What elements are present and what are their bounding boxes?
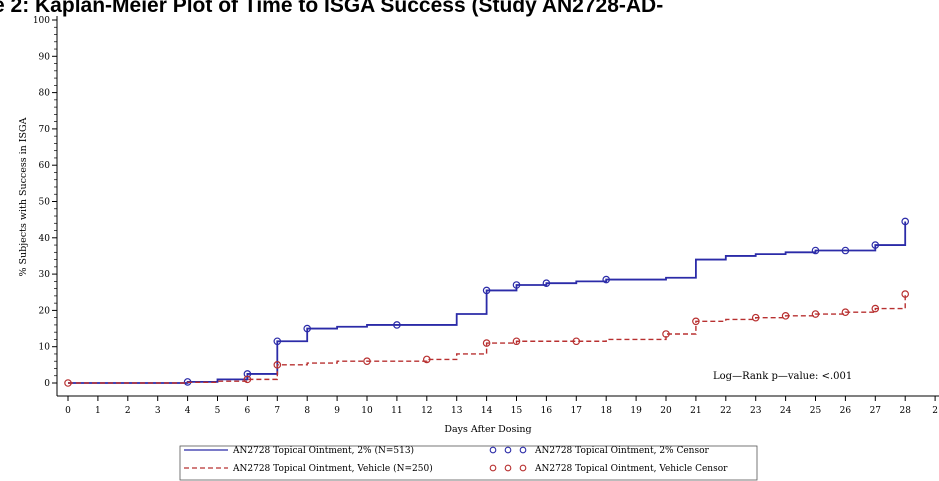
- legend-censor-label: AN2728 Topical Ointment, Vehicle Censor: [534, 464, 728, 474]
- censor-marker: [422, 355, 431, 364]
- y-tick-label: 40: [39, 234, 51, 244]
- x-tick-label: 28: [899, 406, 911, 416]
- y-tick-label: 20: [39, 306, 51, 316]
- censor-marker: [871, 241, 880, 249]
- x-tick-label: 27: [870, 406, 882, 416]
- censor-marker: [901, 217, 910, 226]
- x-tick-label: 17: [571, 406, 583, 416]
- x-tick-label: 6: [245, 406, 251, 416]
- log-rank-annotation: Log—Rank p—value: <.001: [713, 371, 852, 382]
- censor-marker: [363, 357, 371, 366]
- y-axis-label: % Subjects with Success in ISGA: [18, 117, 29, 276]
- censor-marker: [482, 339, 491, 347]
- x-tick-label: 12: [421, 406, 432, 416]
- x-tick-label: 18: [600, 406, 612, 416]
- chart-title: ure 2: Kaplan-Meier Plot of Time to ISGA…: [0, 0, 664, 17]
- censor-marker: [841, 246, 850, 255]
- y-tick-label: 30: [39, 270, 51, 280]
- x-tick-label: 4: [185, 406, 191, 416]
- x-axis-label: Days After Dosing: [444, 424, 531, 435]
- censor-marker: [811, 246, 820, 255]
- legend-censor-label: AN2728 Topical Ointment, 2% Censor: [534, 446, 709, 456]
- censor-marker: [512, 337, 521, 346]
- legend-censor-marker: [519, 464, 527, 472]
- x-tick-label: 25: [810, 406, 822, 416]
- censor-marker: [662, 330, 670, 338]
- censor-marker: [243, 375, 252, 384]
- y-tick-label: 50: [39, 198, 51, 208]
- x-tick-label: 10: [361, 406, 373, 416]
- legend-censor-marker: [489, 464, 497, 472]
- x-tick-label: 19: [630, 406, 642, 416]
- x-tick-label: 3: [155, 406, 161, 416]
- x-tick-label: 5: [215, 406, 221, 416]
- legend-censor-marker: [489, 446, 497, 454]
- x-tick-label: 11: [391, 406, 402, 416]
- y-tick-label: 60: [39, 161, 51, 171]
- legend-censor-marker: [519, 446, 527, 454]
- x-tick-label: 16: [541, 406, 553, 416]
- legend-censor-marker: [504, 464, 512, 472]
- legend: AN2728 Topical Ointment, 2% (N=513) AN272…: [179, 445, 758, 481]
- x-tick-label: 0: [65, 406, 71, 416]
- y-tick-label: 10: [39, 343, 51, 353]
- x-tick-label: 26: [840, 406, 852, 416]
- censor-marker: [841, 308, 850, 317]
- y-tick-label: 90: [39, 52, 51, 62]
- censor-marker: [542, 279, 551, 287]
- x-tick-label: 21: [690, 406, 701, 416]
- censor-marker: [602, 275, 611, 284]
- censor-marker: [273, 361, 282, 369]
- series-layer: [64, 217, 910, 387]
- censor-marker: [482, 286, 491, 295]
- censor-marker: [273, 337, 282, 346]
- x-tick-label: 23: [750, 406, 762, 416]
- x-tick-label: 2: [125, 406, 131, 416]
- legend-frame: [179, 445, 758, 481]
- censor-marker: [512, 281, 521, 289]
- censor-marker: [781, 312, 790, 320]
- censor-marker: [572, 337, 581, 346]
- censor-marker: [64, 379, 72, 387]
- censor-marker: [692, 317, 700, 326]
- censor-marker: [393, 321, 401, 329]
- censor-marker: [243, 370, 252, 378]
- x-tick-label: 24: [780, 406, 792, 416]
- legend-label: AN2728 Topical Ointment, 2% (N=513): [232, 445, 414, 456]
- x-tick-label: 2: [932, 406, 938, 416]
- x-tick-label: 9: [334, 406, 340, 416]
- x-tick-label: 22: [720, 406, 731, 416]
- legend-label: AN2728 Topical Ointment, Vehicle (N=250): [232, 463, 433, 474]
- y-tick-label: 70: [39, 125, 51, 135]
- series-vehicle: [64, 290, 910, 387]
- y-tick-label: 80: [39, 89, 51, 99]
- censor-marker: [871, 304, 880, 313]
- x-tick-label: 13: [451, 406, 463, 416]
- x-tick-label: 15: [511, 406, 523, 416]
- y-tick-label: 0: [44, 379, 50, 389]
- series-active: [68, 217, 910, 386]
- x-tick-label: 14: [481, 406, 493, 416]
- km-step-line: [68, 221, 907, 384]
- censor-marker: [901, 290, 910, 298]
- x-tick-label: 1: [95, 406, 101, 416]
- censor-marker: [751, 313, 760, 322]
- km-step-line: [68, 294, 906, 384]
- y-tick-label: 100: [33, 16, 50, 26]
- legend-censor-marker: [504, 446, 512, 454]
- x-tick-label: 8: [304, 406, 310, 416]
- x-tick-label: 7: [274, 406, 280, 416]
- censor-marker: [811, 310, 820, 318]
- censor-marker: [303, 324, 312, 333]
- x-tick-label: 20: [660, 406, 672, 416]
